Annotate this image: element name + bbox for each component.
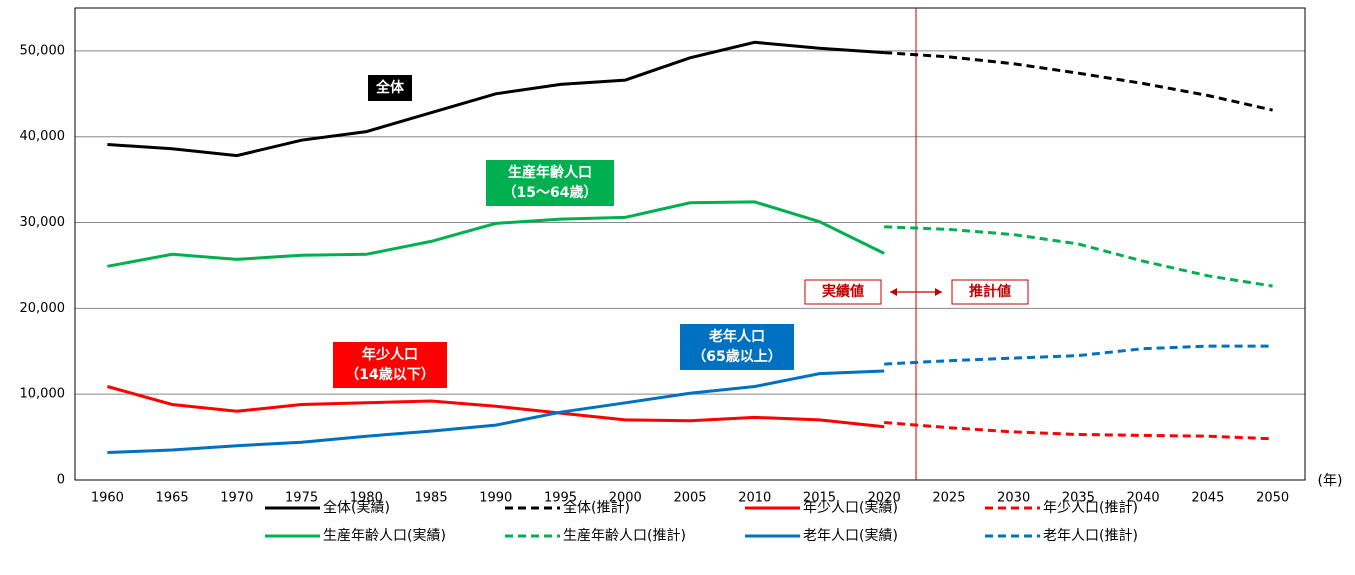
divider-label-box bbox=[951, 279, 1029, 305]
series-line bbox=[884, 51, 1273, 112]
series-line bbox=[107, 200, 885, 268]
plot-frame bbox=[74, 7, 1306, 481]
x-tick-label: 2000 bbox=[609, 491, 642, 506]
annotation-text: （14歳以下） bbox=[345, 366, 434, 383]
x-tick-label: 1995 bbox=[544, 491, 577, 506]
y-tick-label: 50,000 bbox=[20, 43, 66, 58]
legend-label: 全体(実績) bbox=[323, 499, 390, 516]
annotation-box bbox=[333, 342, 447, 388]
legend-label: 年少人口(推計) bbox=[1043, 500, 1138, 516]
y-tick-label: 20,000 bbox=[20, 301, 66, 316]
series-line bbox=[884, 344, 1273, 366]
annotation-text: （65歳以上） bbox=[692, 348, 781, 365]
x-tick-label: 2050 bbox=[1256, 491, 1289, 506]
annotation-text: 全体 bbox=[375, 79, 405, 96]
divider-label: 推計値 bbox=[969, 283, 1011, 300]
legend-label: 全体(推計) bbox=[563, 499, 630, 516]
x-tick-label: 1975 bbox=[285, 491, 318, 506]
y-tick-label: 40,000 bbox=[20, 129, 66, 144]
x-tick-label: 1990 bbox=[479, 491, 512, 506]
x-tick-label: 2005 bbox=[673, 491, 706, 506]
x-tick-label: 1980 bbox=[350, 491, 383, 506]
legend-label: 老年人口(推計) bbox=[1043, 528, 1138, 544]
x-tick-label: 2045 bbox=[1191, 491, 1224, 506]
annotation-box bbox=[680, 324, 794, 370]
x-tick-label: 2015 bbox=[803, 491, 836, 506]
x-tick-label: 1970 bbox=[220, 491, 253, 506]
x-unit: (年) bbox=[1318, 473, 1343, 489]
annotation-box bbox=[486, 160, 614, 206]
x-tick-label: 2020 bbox=[868, 491, 901, 506]
legend-label: 生産年齢人口(推計) bbox=[563, 528, 686, 544]
annotation-text: （15～64歳） bbox=[503, 184, 598, 201]
series-line bbox=[884, 225, 1273, 288]
legend-label: 年少人口(実績) bbox=[803, 500, 898, 516]
series-line bbox=[107, 40, 885, 158]
annotation-text: 老年人口 bbox=[709, 328, 765, 345]
x-tick-label: 1985 bbox=[415, 491, 448, 506]
x-tick-label: 2035 bbox=[1062, 491, 1095, 506]
y-tick-label: 30,000 bbox=[20, 215, 66, 230]
x-tick-label: 2030 bbox=[997, 491, 1030, 506]
x-tick-label: 1960 bbox=[91, 491, 124, 506]
x-tick-label: 2040 bbox=[1127, 491, 1160, 506]
y-tick-label: 0 bbox=[57, 473, 65, 488]
x-tick-label: 1965 bbox=[156, 491, 189, 506]
legend-label: 生産年齢人口(実績) bbox=[323, 528, 446, 544]
series-line bbox=[106, 385, 885, 429]
x-tick-label: 2010 bbox=[738, 491, 771, 506]
divider-label: 実績値 bbox=[822, 283, 864, 300]
x-tick-label: 2025 bbox=[932, 491, 965, 506]
annotation-text: 生産年齢人口 bbox=[508, 164, 592, 181]
series-line bbox=[107, 369, 885, 454]
legend-label: 老年人口(実績) bbox=[803, 528, 898, 544]
series-line bbox=[884, 421, 1273, 441]
annotation-box bbox=[368, 75, 412, 101]
divider-label-box bbox=[804, 279, 882, 305]
y-tick-label: 10,000 bbox=[20, 387, 66, 402]
annotation-text: 年少人口 bbox=[362, 346, 418, 363]
